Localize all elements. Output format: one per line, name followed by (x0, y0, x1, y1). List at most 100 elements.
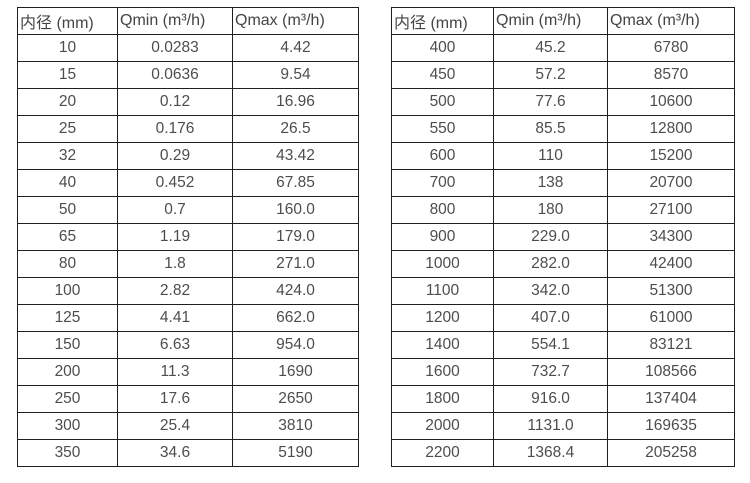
qmax-cell: 160.0 (232, 196, 359, 224)
diameter-cell: 250 (17, 385, 118, 413)
qmax-cell: 43.42 (232, 142, 359, 170)
qmax-cell: 6780 (607, 34, 735, 62)
diameter-cell: 450 (391, 61, 494, 89)
qmax-cell: 34300 (607, 223, 735, 251)
table-row: 50 0.7 160.0 (17, 196, 359, 224)
diameter-cell: 10 (17, 34, 118, 62)
qmax-cell: 4.42 (232, 34, 359, 62)
qmax-cell: 10600 (607, 88, 735, 116)
diameter-cell: 300 (17, 412, 118, 440)
diameter-cell: 15 (17, 61, 118, 89)
qmin-cell: 138 (493, 169, 608, 197)
diameter-cell: 500 (391, 88, 494, 116)
qmin-cell: 407.0 (493, 304, 608, 332)
column-header: Qmin (m³/h) (117, 7, 233, 35)
table-row: 65 1.19 179.0 (17, 223, 359, 251)
qmin-cell: 4.41 (117, 304, 233, 332)
qmin-cell: 0.0636 (117, 61, 233, 89)
diameter-cell: 2200 (391, 439, 494, 467)
table-row: 2200 1368.4 205258 (391, 439, 735, 467)
table-row: 15 0.0636 9.54 (17, 61, 359, 89)
table-row: 40 0.452 67.85 (17, 169, 359, 197)
table-row: 150 6.63 954.0 (17, 331, 359, 359)
qmin-cell: 34.6 (117, 439, 233, 467)
table-row: 900 229.0 34300 (391, 223, 735, 251)
diameter-cell: 1100 (391, 277, 494, 305)
diameter-cell: 900 (391, 223, 494, 251)
qmax-cell: 108566 (607, 358, 735, 386)
qmax-cell: 424.0 (232, 277, 359, 305)
diameter-cell: 80 (17, 250, 118, 278)
diameter-cell: 25 (17, 115, 118, 143)
diameter-cell: 1600 (391, 358, 494, 386)
qmax-cell: 42400 (607, 250, 735, 278)
diameter-cell: 65 (17, 223, 118, 251)
qmax-cell: 2650 (232, 385, 359, 413)
diameter-cell: 1000 (391, 250, 494, 278)
qmax-cell: 662.0 (232, 304, 359, 332)
qmin-cell: 110 (493, 142, 608, 170)
qmin-cell: 17.6 (117, 385, 233, 413)
qmin-cell: 1368.4 (493, 439, 608, 467)
column-header: 内径 (mm) (391, 7, 494, 35)
diameter-cell: 400 (391, 34, 494, 62)
qmin-cell: 282.0 (493, 250, 608, 278)
qmax-cell: 61000 (607, 304, 735, 332)
table-row: 450 57.2 8570 (391, 61, 735, 89)
header-row: 内径 (mm) Qmin (m³/h) Qmax (m³/h) (17, 7, 359, 35)
qmin-cell: 6.63 (117, 331, 233, 359)
column-header: 内径 (mm) (17, 7, 118, 35)
table-row: 1200 407.0 61000 (391, 304, 735, 332)
qmax-cell: 67.85 (232, 169, 359, 197)
diameter-cell: 350 (17, 439, 118, 467)
qmin-cell: 11.3 (117, 358, 233, 386)
qmin-cell: 1.19 (117, 223, 233, 251)
table-row: 1400 554.1 83121 (391, 331, 735, 359)
qmax-cell: 1690 (232, 358, 359, 386)
qmin-cell: 229.0 (493, 223, 608, 251)
qmin-cell: 0.29 (117, 142, 233, 170)
table-row: 600 110 15200 (391, 142, 735, 170)
table-row: 10 0.0283 4.42 (17, 34, 359, 62)
table-row: 200 11.3 1690 (17, 358, 359, 386)
qmin-cell: 0.452 (117, 169, 233, 197)
qmax-cell: 83121 (607, 331, 735, 359)
table-row: 1000 282.0 42400 (391, 250, 735, 278)
qmin-cell: 1.8 (117, 250, 233, 278)
diameter-cell: 125 (17, 304, 118, 332)
flow-range-tables: 内径 (mm) Qmin (m³/h) Qmax (m³/h) 10 0.0283 4.… (17, 7, 735, 467)
table-row: 250 17.6 2650 (17, 385, 359, 413)
qmax-cell: 205258 (607, 439, 735, 467)
table-row: 300 25.4 3810 (17, 412, 359, 440)
header-row: 内径 (mm) Qmin (m³/h) Qmax (m³/h) (391, 7, 735, 35)
qmin-cell: 25.4 (117, 412, 233, 440)
qmax-cell: 8570 (607, 61, 735, 89)
diameter-cell: 600 (391, 142, 494, 170)
qmax-cell: 137404 (607, 385, 735, 413)
table-row: 1100 342.0 51300 (391, 277, 735, 305)
diameter-cell: 200 (17, 358, 118, 386)
table-row: 550 85.5 12800 (391, 115, 735, 143)
qmin-cell: 0.176 (117, 115, 233, 143)
table-row: 350 34.6 5190 (17, 439, 359, 467)
qmin-cell: 45.2 (493, 34, 608, 62)
column-header: Qmin (m³/h) (493, 7, 608, 35)
diameter-cell: 1800 (391, 385, 494, 413)
column-header: Qmax (m³/h) (607, 7, 735, 35)
table-row: 20 0.12 16.96 (17, 88, 359, 116)
table-row: 1600 732.7 108566 (391, 358, 735, 386)
diameter-cell: 1400 (391, 331, 494, 359)
qmin-cell: 57.2 (493, 61, 608, 89)
table-row: 2000 1131.0 169635 (391, 412, 735, 440)
qmin-cell: 0.7 (117, 196, 233, 224)
table-body: 10 0.0283 4.42 15 0.0636 9.54 20 0.12 16.96 25 0.1… (17, 34, 359, 467)
qmax-cell: 954.0 (232, 331, 359, 359)
qmax-cell: 169635 (607, 412, 735, 440)
qmin-cell: 2.82 (117, 277, 233, 305)
diameter-cell: 800 (391, 196, 494, 224)
diameter-cell: 700 (391, 169, 494, 197)
table-row: 800 180 27100 (391, 196, 735, 224)
qmin-cell: 1131.0 (493, 412, 608, 440)
table-body: 400 45.2 6780 450 57.2 8570 500 77.6 10600 550 85.… (391, 34, 735, 467)
qmin-cell: 342.0 (493, 277, 608, 305)
